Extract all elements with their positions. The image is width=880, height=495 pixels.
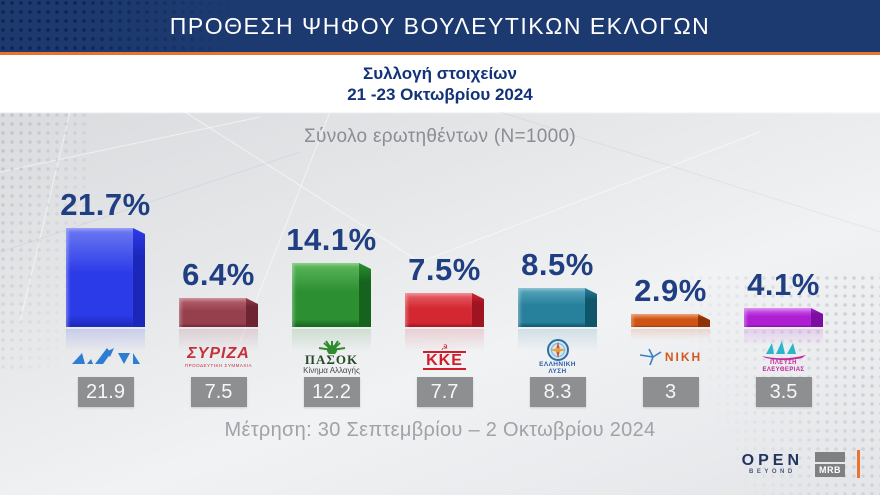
pasok-logo-text: ΠΑΣΟΚ [304,351,359,367]
elliniki-lysi-logo: ΕΛΛΗΝΙΚΗ ΛΥΣΗ [501,336,614,378]
bar-reflection [405,329,484,355]
bar-front [179,298,246,327]
plefsi-logo: ΠΛΕΥΣΗ ΕΛΕΥΘΕΡΙΑΣ [727,336,840,378]
mrb-logo-bar [815,451,845,462]
previous-value-badge: 3 [642,377,699,407]
bar-side [698,314,710,327]
fieldwork-note: Μέτρηση: 30 Σεπτεμβρίου – 2 Οκτωβρίου 20… [224,419,656,441]
title-bar: ΠΡΟΘΕΣΗ ΨΗΦΟΥ ΒΟΥΛΕΥΤΙΚΩΝ ΕΚΛΟΓΩΝ [0,0,880,52]
bar [179,298,258,327]
subtitle-line-1: Συλλογή στοιχείων [363,63,517,83]
pasok-logo-subtext: Κίνημα Αλλαγής [303,365,360,375]
niki-logo-text: ΝΙΚΗ [664,350,703,364]
pasok-sun-icon [318,339,345,354]
branding-block: OPEN BEYOND MRB [742,450,860,478]
subtitle-line-2: 21 -23 Οκτωβρίου 2024 [347,84,533,104]
pasok-logo: ΠΑΣΟΚ Κίνημα Αλλαγής [275,336,388,378]
sailboat-icon [761,341,806,360]
previous-value-badge: 7.5 [190,377,247,407]
open-logo: OPEN BEYOND [741,452,803,476]
previous-value-badge: 21.9 [77,377,134,407]
chart-stage: Σύνολο ερωτηθέντων (N=1000) 21.7% 21.9 [0,112,880,495]
bar-front [631,314,698,327]
percent-label: 6.4% [182,257,255,292]
bar [518,288,597,327]
bar [744,308,823,327]
percent-label: 4.1% [747,267,820,302]
percent-label: 7.5% [408,252,481,287]
kke-logo: ☭ ΚΚΕ [388,336,501,378]
previous-value-badge: 8.3 [529,377,586,407]
bar-reflection [744,329,823,348]
plefsi-logo-text: ΠΛΕΥΣΗ [770,360,797,366]
mrb-logo-text: MRB [815,463,845,477]
percent-label: 21.7% [60,187,151,222]
percent-label: 14.1% [286,222,377,257]
bar-reflection [631,329,710,342]
bar-front [405,293,472,327]
mrb-logo: MRB [815,451,845,477]
syriza-logo-subtext: ΠΡΟΟΔΕΥΤΙΚΗ ΣΥΜΜΑΧΙΑ [184,363,253,368]
accent-tick [857,450,860,478]
header-dot-texture [0,0,260,52]
elliniki-lysi-logo-text: ΕΛΛΗΝΙΚΗ [539,361,576,368]
bar-side [359,263,371,327]
compass-icon [546,339,569,361]
page-title: ΠΡΟΘΕΣΗ ΨΗΦΟΥ ΒΟΥΛΕΥΤΙΚΩΝ ΕΚΛΟΓΩΝ [169,12,711,39]
background-polyline-texture [0,112,880,343]
kke-hammer-sickle-icon: ☭ [440,343,449,352]
bar-side [585,288,597,327]
bar-side [246,298,258,327]
syriza-logo: ΣΥΡΙΖΑ ΠΡΟΟΔΕΥΤΙΚΗ ΣΥΜΜΑΧΙΑ [162,336,275,378]
percent-label: 2.9% [634,273,707,308]
kke-logo-text: ΚΚΕ [423,351,466,370]
bar-front [518,288,585,327]
nd-logo [49,336,162,378]
previous-value-badge: 3.5 [755,377,812,407]
open-beyond-text: BEYOND [748,469,796,475]
elliniki-lysi-logo-subtext: ΛΥΣΗ [548,368,567,375]
bar [405,293,484,327]
bar-front [66,228,133,327]
stage-top-highlight [0,112,880,114]
bar-front [744,308,811,327]
accent-divider [0,52,880,55]
bar-side [133,228,145,327]
bar [66,228,145,327]
percent-label: 8.5% [521,247,594,282]
sample-size-note: Σύνολο ερωτηθέντων (N=1000) [303,126,577,147]
bar [631,314,710,327]
subtitle-band: Συλλογή στοιχείων 21 -23 Οκτωβρίου 2024 [0,55,880,112]
bar-reflection [179,329,258,355]
bar-side [811,308,823,327]
previous-value-badge: 7.7 [416,377,473,407]
niki-turbine-icon [639,348,662,366]
previous-value-badge: 12.2 [303,377,360,407]
bar [292,263,371,327]
syriza-logo-text: ΣΥΡΙΖΑ [187,345,250,362]
plefsi-logo-subtext: ΕΛΕΥΘΕΡΙΑΣ [762,367,805,373]
niki-logo: ΝΙΚΗ [614,336,727,378]
nd-logo-mark [71,348,140,364]
bar-front [292,263,359,327]
bar-side [472,293,484,327]
open-logo-text: OPEN [741,452,803,469]
